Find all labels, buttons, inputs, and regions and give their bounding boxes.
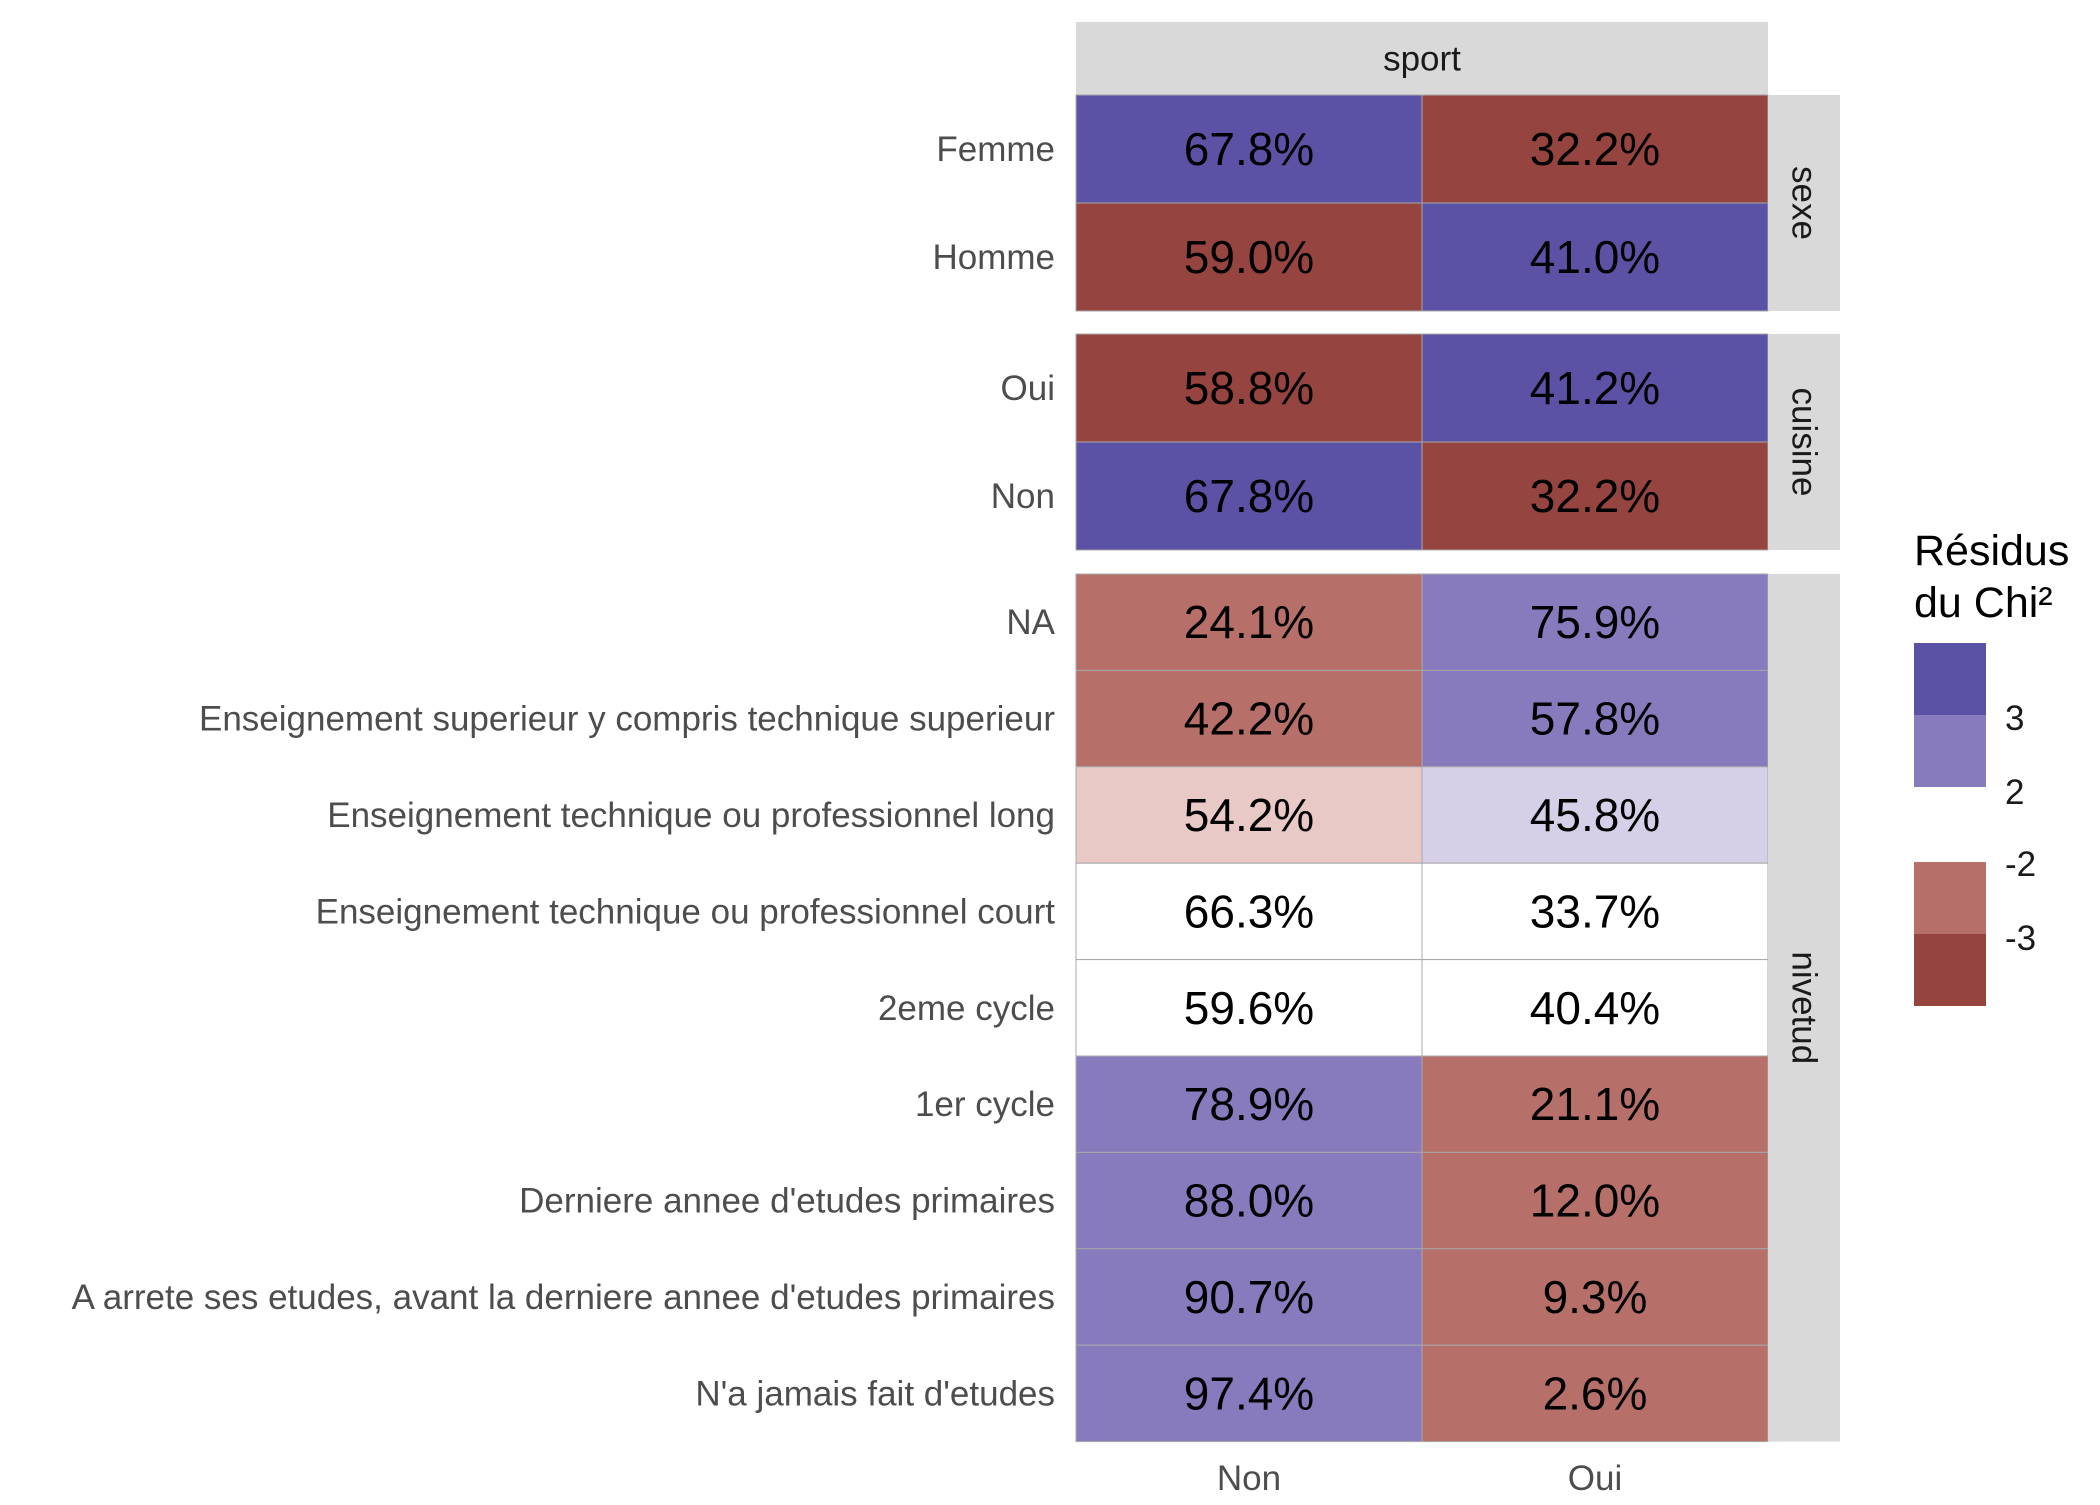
cell-value-label: 24.1%	[1184, 596, 1314, 648]
heatmap-cell	[1075, 959, 1423, 1057]
cell-value-label: 2.6%	[1543, 1367, 1648, 1419]
cell-value-label: 40.4%	[1530, 982, 1660, 1034]
facet-strip-sexe	[1768, 95, 1840, 311]
legend-break-label: -3	[2005, 919, 2036, 958]
cell-value-label: 66.3%	[1184, 885, 1314, 937]
cell-value-label: 90.7%	[1184, 1271, 1314, 1323]
cell-value-label: 59.0%	[1184, 231, 1314, 283]
cell-value-label: 9.3%	[1543, 1271, 1648, 1323]
facet-label-sexe: sexe	[1785, 166, 1824, 240]
heatmap-cell	[1421, 94, 1769, 204]
heatmap-cell	[1421, 441, 1769, 551]
row-label: N'a jamais fait d'etudes	[695, 1374, 1055, 1413]
legend-key-swatch	[1914, 934, 1986, 1006]
row-label: Non	[991, 477, 1055, 516]
legend-title: Résidus	[1914, 527, 2069, 575]
cell-value-label: 32.2%	[1530, 470, 1660, 522]
facet-strip-cuisine	[1768, 334, 1840, 550]
x-tick-label: Oui	[1568, 1459, 1622, 1498]
heatmap-cell	[1421, 573, 1769, 671]
heatmap-cell	[1421, 1344, 1769, 1443]
legend-key-swatch	[1914, 862, 1986, 934]
heatmap-cell	[1075, 333, 1423, 443]
heatmap-cell	[1075, 766, 1423, 864]
cell-value-label: 57.8%	[1530, 693, 1660, 745]
row-label: NA	[1006, 603, 1055, 642]
cell-value-label: 21.1%	[1530, 1078, 1660, 1130]
facet-label-cuisine: cuisine	[1785, 388, 1824, 497]
heatmap-cell	[1075, 1055, 1423, 1153]
cell-value-label: 97.4%	[1184, 1367, 1314, 1419]
legend-break-label: -2	[2005, 845, 2036, 884]
heatmap-cell	[1421, 862, 1769, 961]
cell-value-label: 54.2%	[1184, 789, 1314, 841]
cell-value-label: 41.2%	[1530, 362, 1660, 414]
cell-value-label: 78.9%	[1184, 1078, 1314, 1130]
heatmap-cell	[1075, 441, 1423, 551]
legend-break-label: 3	[2005, 699, 2024, 738]
row-label: Femme	[936, 130, 1055, 169]
cell-value-label: 75.9%	[1530, 596, 1660, 648]
cell-value-label: 12.0%	[1530, 1175, 1660, 1227]
row-label: A arrete ses etudes, avant la derniere a…	[72, 1278, 1055, 1317]
cell-value-label: 59.6%	[1184, 982, 1314, 1034]
x-tick-label: Non	[1217, 1459, 1281, 1498]
cell-value-label: 42.2%	[1184, 693, 1314, 745]
cell-value-label: 41.0%	[1530, 231, 1660, 283]
cell-value-label: 67.8%	[1184, 123, 1314, 175]
heatmap-cell	[1075, 202, 1423, 312]
heatmap-cell	[1421, 1151, 1769, 1250]
cell-value-label: 58.8%	[1184, 362, 1314, 414]
heatmap-cell	[1421, 766, 1769, 864]
row-label: Enseignement superieur y compris techniq…	[199, 700, 1055, 739]
heatmap-cell	[1075, 1248, 1423, 1346]
cell-value-label: 67.8%	[1184, 470, 1314, 522]
row-label: Derniere annee d'etudes primaires	[519, 1182, 1055, 1221]
legend-break-label: 2	[2005, 773, 2024, 812]
cell-value-label: 33.7%	[1530, 885, 1660, 937]
heatmap-cell	[1075, 1151, 1423, 1250]
facet-label-nivetud: nivetud	[1785, 951, 1824, 1064]
legend-key-swatch	[1914, 715, 1986, 787]
heatmap-cell	[1075, 862, 1423, 961]
row-label: Enseignement technique ou professionnel …	[316, 892, 1056, 931]
legend-title: du Chi²	[1914, 579, 2053, 627]
cell-value-label: 32.2%	[1530, 123, 1660, 175]
facet-label-sport: sport	[1383, 40, 1461, 79]
row-label: 1er cycle	[915, 1085, 1055, 1124]
row-label: 2eme cycle	[878, 989, 1055, 1028]
heatmap-cell	[1421, 1248, 1769, 1346]
heatmap-cell	[1421, 202, 1769, 312]
facet-strip-nivetud	[1768, 574, 1840, 1442]
row-label: Oui	[1001, 369, 1055, 408]
heatmap-cell	[1075, 669, 1423, 768]
heatmap-cell	[1075, 573, 1423, 671]
heatmap-cell	[1075, 94, 1423, 204]
heatmap-cell	[1421, 959, 1769, 1057]
row-label: Homme	[932, 238, 1055, 277]
cell-value-label: 88.0%	[1184, 1175, 1314, 1227]
heatmap-cell	[1075, 1344, 1423, 1443]
legend-key-swatch	[1914, 643, 1986, 715]
heatmap-cell	[1421, 333, 1769, 443]
cell-value-label: 45.8%	[1530, 789, 1660, 841]
row-label: Enseignement technique ou professionnel …	[327, 796, 1055, 835]
facet-strip-sport	[1076, 22, 1768, 95]
